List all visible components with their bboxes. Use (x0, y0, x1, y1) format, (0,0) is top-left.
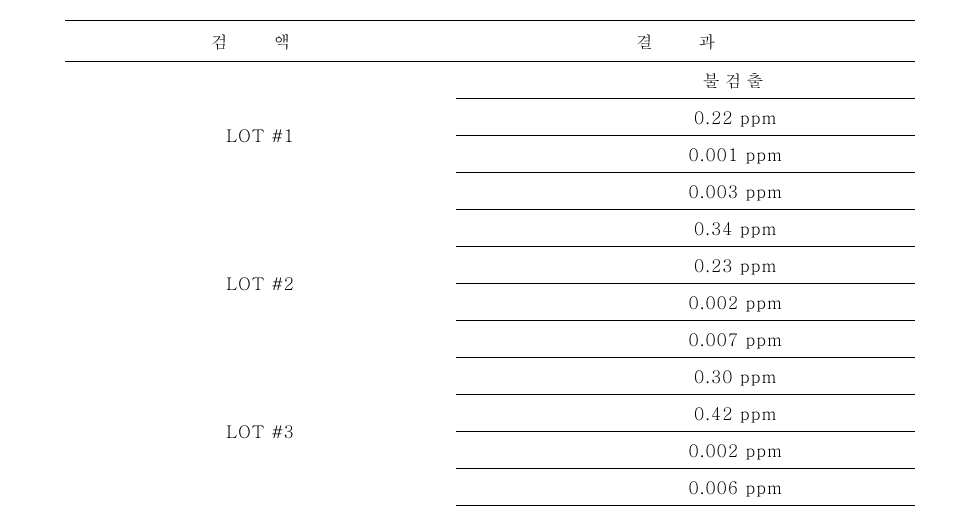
result-cell: 0.002 ppm (456, 283, 915, 320)
lot-cell: LOT #2 (65, 209, 456, 357)
result-cell: 0.23 ppm (456, 246, 915, 283)
lot-cell: LOT #1 (65, 61, 456, 209)
result-cell: 0.002 ppm (456, 431, 915, 468)
result-cell: 0.001 ppm (456, 135, 915, 172)
table-row: LOT #3 0.30 ppm (65, 357, 915, 394)
table-header-row: 검 액 결 과 (65, 20, 915, 61)
result-cell: 0.42 ppm (456, 394, 915, 431)
col-header-result: 결 과 (456, 20, 915, 61)
col-header-sample: 검 액 (65, 20, 456, 61)
table-row: LOT #2 0.34 ppm (65, 209, 915, 246)
result-cell: 0.003 ppm (456, 172, 915, 209)
results-table-container: 검 액 결 과 LOT #1 불검출 0.22 ppm 0.001 ppm 0.… (65, 20, 915, 506)
table-row: LOT #1 불검출 (65, 61, 915, 98)
result-cell: 0.006 ppm (456, 468, 915, 505)
result-cell: 0.34 ppm (456, 209, 915, 246)
result-cell: 0.22 ppm (456, 98, 915, 135)
result-cell: 불검출 (456, 61, 915, 98)
results-table: 검 액 결 과 LOT #1 불검출 0.22 ppm 0.001 ppm 0.… (65, 20, 915, 506)
result-cell: 0.30 ppm (456, 357, 915, 394)
result-cell: 0.007 ppm (456, 320, 915, 357)
lot-cell: LOT #3 (65, 357, 456, 505)
